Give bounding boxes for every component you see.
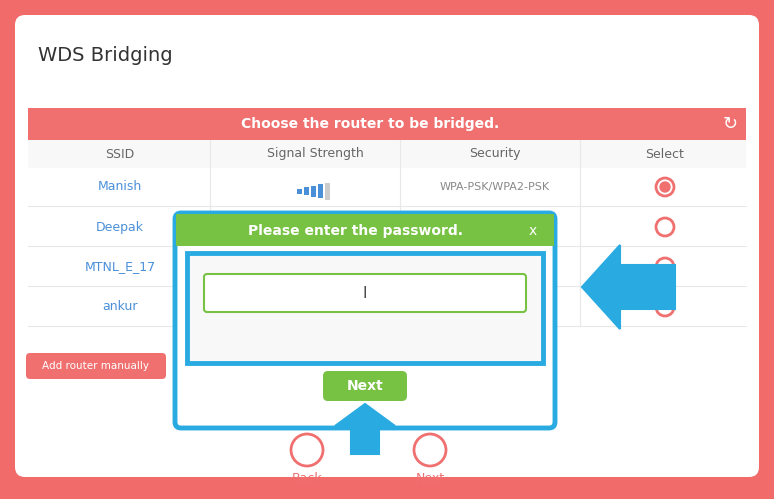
Text: x: x xyxy=(529,224,537,238)
FancyBboxPatch shape xyxy=(175,213,555,428)
Text: K: K xyxy=(491,302,498,312)
Text: Deepak: Deepak xyxy=(96,221,144,234)
FancyBboxPatch shape xyxy=(297,189,302,194)
FancyBboxPatch shape xyxy=(28,108,746,140)
Text: I: I xyxy=(363,285,367,300)
FancyBboxPatch shape xyxy=(318,184,323,198)
FancyBboxPatch shape xyxy=(176,214,554,246)
Text: Next: Next xyxy=(416,472,444,485)
Text: MTNL_E_17: MTNL_E_17 xyxy=(84,260,156,273)
Text: WPA-PSK/WPA2-PSK: WPA-PSK/WPA2-PSK xyxy=(440,182,550,192)
FancyBboxPatch shape xyxy=(28,168,746,206)
Polygon shape xyxy=(335,404,395,454)
Text: Please enter the password.: Please enter the password. xyxy=(248,224,463,238)
FancyBboxPatch shape xyxy=(26,353,166,379)
FancyBboxPatch shape xyxy=(311,186,316,197)
Text: Security: Security xyxy=(469,148,521,161)
FancyBboxPatch shape xyxy=(28,288,746,326)
Text: WDS Bridging: WDS Bridging xyxy=(38,45,173,64)
Circle shape xyxy=(660,182,670,192)
FancyBboxPatch shape xyxy=(176,214,554,234)
FancyBboxPatch shape xyxy=(304,187,309,195)
Text: ↻: ↻ xyxy=(722,115,738,133)
Text: Back: Back xyxy=(292,472,322,485)
FancyBboxPatch shape xyxy=(28,208,746,246)
Text: K: K xyxy=(491,222,498,232)
Polygon shape xyxy=(582,245,675,329)
Text: Select: Select xyxy=(646,148,684,161)
FancyBboxPatch shape xyxy=(28,140,746,168)
FancyBboxPatch shape xyxy=(325,183,330,200)
Text: K: K xyxy=(491,262,498,272)
Text: Choose the router to be bridged.: Choose the router to be bridged. xyxy=(241,117,499,131)
FancyBboxPatch shape xyxy=(15,15,759,477)
Text: Add router manually: Add router manually xyxy=(43,361,149,371)
FancyBboxPatch shape xyxy=(323,371,407,401)
Text: Manish: Manish xyxy=(98,181,142,194)
FancyBboxPatch shape xyxy=(204,274,526,312)
FancyBboxPatch shape xyxy=(187,253,543,363)
Text: Next: Next xyxy=(347,379,383,393)
Text: ankur: ankur xyxy=(102,300,138,313)
Text: SSID: SSID xyxy=(105,148,135,161)
Text: Signal Strength: Signal Strength xyxy=(266,148,363,161)
FancyBboxPatch shape xyxy=(28,248,746,286)
